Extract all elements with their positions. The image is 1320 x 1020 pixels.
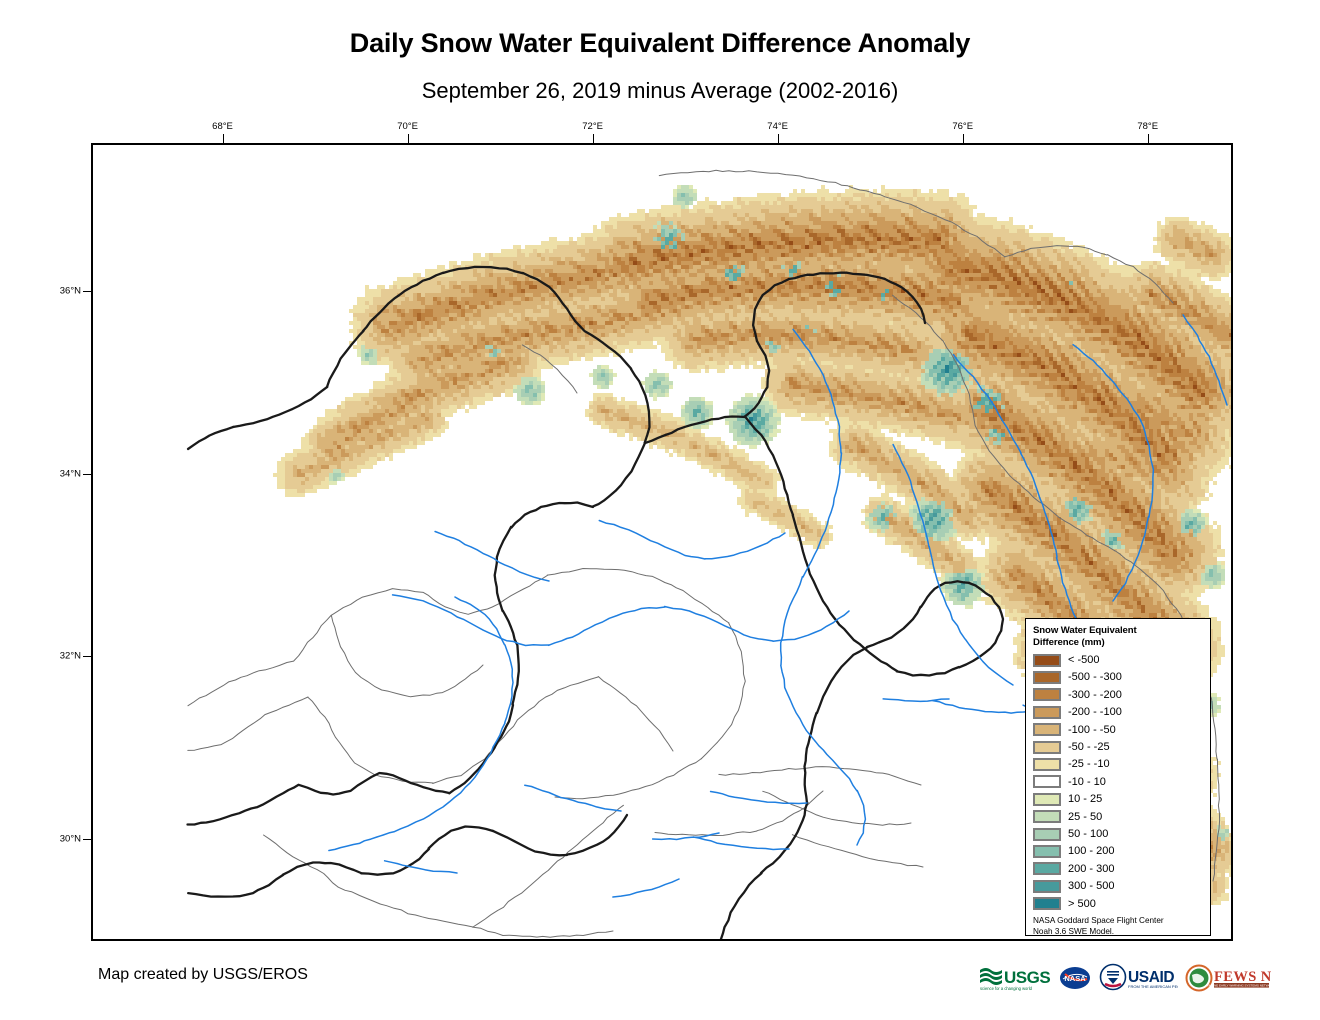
latitude-tick-label: 36°N: [59, 285, 81, 297]
legend-source-line2: Noah 3.6 SWE Model.: [1033, 926, 1115, 936]
latitude-tick-mark: [83, 473, 91, 475]
legend-label: -500 - -300: [1068, 671, 1122, 684]
legend-swatch: [1033, 862, 1061, 876]
legend-row: 50 - 100: [1033, 825, 1203, 842]
legend-swatch: [1033, 844, 1061, 858]
legend-source-note: NASA Goddard Space Flight Center Noah 3.…: [1033, 916, 1203, 937]
legend-row: -100 - -50: [1033, 721, 1203, 738]
legend-label: > 500: [1068, 897, 1096, 910]
legend-label: -25 - -10: [1068, 758, 1110, 771]
legend-row: -200 - -100: [1033, 704, 1203, 721]
longitude-tick-label: 78°E: [1137, 121, 1159, 132]
longitude-tick-mark: [592, 134, 594, 143]
latitude-tick-label: 30°N: [59, 833, 81, 845]
legend-label: 300 - 500: [1068, 880, 1115, 893]
latitude-tick-label: 32°N: [59, 650, 81, 662]
swe-anomaly-raster: [273, 185, 1231, 913]
page-title: Daily Snow Water Equivalent Difference A…: [349, 28, 971, 58]
legend-label: 100 - 200: [1068, 845, 1115, 858]
legend-swatch: [1033, 688, 1061, 702]
legend-row: 100 - 200: [1033, 843, 1203, 860]
longitude-tick-mark: [222, 134, 224, 143]
longitude-tick-label: 70°E: [397, 121, 418, 132]
legend-label: -100 - -50: [1068, 723, 1116, 736]
longitude-tick-label: 72°E: [582, 121, 603, 132]
longitude-tick-label: 74°E: [767, 121, 788, 132]
legend-label: -50 - -25: [1068, 741, 1110, 754]
logo-bar: USGS science for a changing world NASA U…: [978, 962, 1271, 994]
legend-row: 200 - 300: [1033, 860, 1203, 877]
legend-label: 10 - 25: [1068, 793, 1103, 806]
longitude-tick-mark: [1147, 134, 1149, 143]
legend-swatch: [1033, 740, 1061, 754]
legend-swatch: [1033, 775, 1061, 789]
legend-label: 200 - 300: [1068, 862, 1115, 875]
legend-row: 300 - 500: [1033, 877, 1203, 894]
legend-label: < -500: [1068, 654, 1100, 667]
longitude-tick-mark: [777, 134, 779, 143]
legend-swatch: [1033, 792, 1061, 806]
legend-class-list: < -500 -500 - -300 -300 - -200 -200 - -100 -…: [1033, 651, 1203, 912]
legend-label: -10 - 10: [1068, 775, 1106, 788]
legend-source-line1: NASA Goddard Space Flight Center: [1033, 916, 1164, 926]
legend-title-line2: Difference (mm): [1033, 636, 1105, 648]
latitude-tick-mark: [83, 656, 91, 658]
latitude-tick-mark: [83, 291, 91, 293]
legend-swatch: [1033, 653, 1061, 667]
usaid-logo: USAID FROM THE AMERICAN PEOPLE: [1099, 963, 1178, 991]
boundaries-and-rivers: [186, 169, 1228, 939]
legend-label: -200 - -100: [1068, 706, 1122, 719]
map-credit: Map created by USGS/EROS: [98, 966, 308, 983]
legend-swatch: [1033, 897, 1061, 911]
usgs-logo: USGS science for a changing world: [980, 968, 1051, 991]
legend-label: -300 - -200: [1068, 688, 1122, 701]
legend-row: -25 - -10: [1033, 756, 1203, 773]
legend-row: -500 - -300: [1033, 669, 1203, 686]
legend-row: > 500: [1033, 895, 1203, 912]
legend-swatch: [1033, 879, 1061, 893]
longitude-tick-mark: [962, 134, 964, 143]
legend-title-line1: Snow Water Equivalent: [1033, 625, 1137, 636]
nasa-logo: NASA: [1060, 967, 1090, 989]
legend-swatch: [1033, 757, 1061, 771]
latitude-tick-mark: [83, 838, 91, 840]
legend-swatch: [1033, 723, 1061, 737]
legend-row: -300 - -200: [1033, 686, 1203, 703]
legend-swatch: [1033, 827, 1061, 841]
legend-row: 10 - 25: [1033, 791, 1203, 808]
legend-row: < -500: [1033, 651, 1203, 668]
longitude-tick-label: 76°E: [952, 121, 974, 132]
longitude-tick-label: 68°E: [212, 121, 233, 132]
fewsnet-logo: FEWS NET FAMINE EARLY WARNING SYSTEMS NE…: [1185, 964, 1271, 992]
legend-title: Snow Water Equivalent Difference (mm): [1033, 625, 1203, 648]
legend-row: -10 - 10: [1033, 773, 1203, 790]
legend-swatch: [1033, 705, 1061, 719]
legend-label: 50 - 100: [1068, 828, 1109, 840]
legend-swatch: [1033, 670, 1061, 684]
legend-row: 25 - 50: [1033, 808, 1203, 825]
page-subtitle: September 26, 2019 minus Average (2002-2…: [421, 78, 899, 103]
legend-swatch: [1033, 810, 1061, 824]
map-legend: Snow Water Equivalent Difference (mm) < …: [1025, 618, 1211, 936]
legend-label: 25 - 50: [1068, 810, 1103, 823]
longitude-tick-mark: [407, 134, 409, 143]
latitude-tick-label: 34°N: [59, 468, 81, 480]
legend-row: -50 - -25: [1033, 738, 1203, 755]
